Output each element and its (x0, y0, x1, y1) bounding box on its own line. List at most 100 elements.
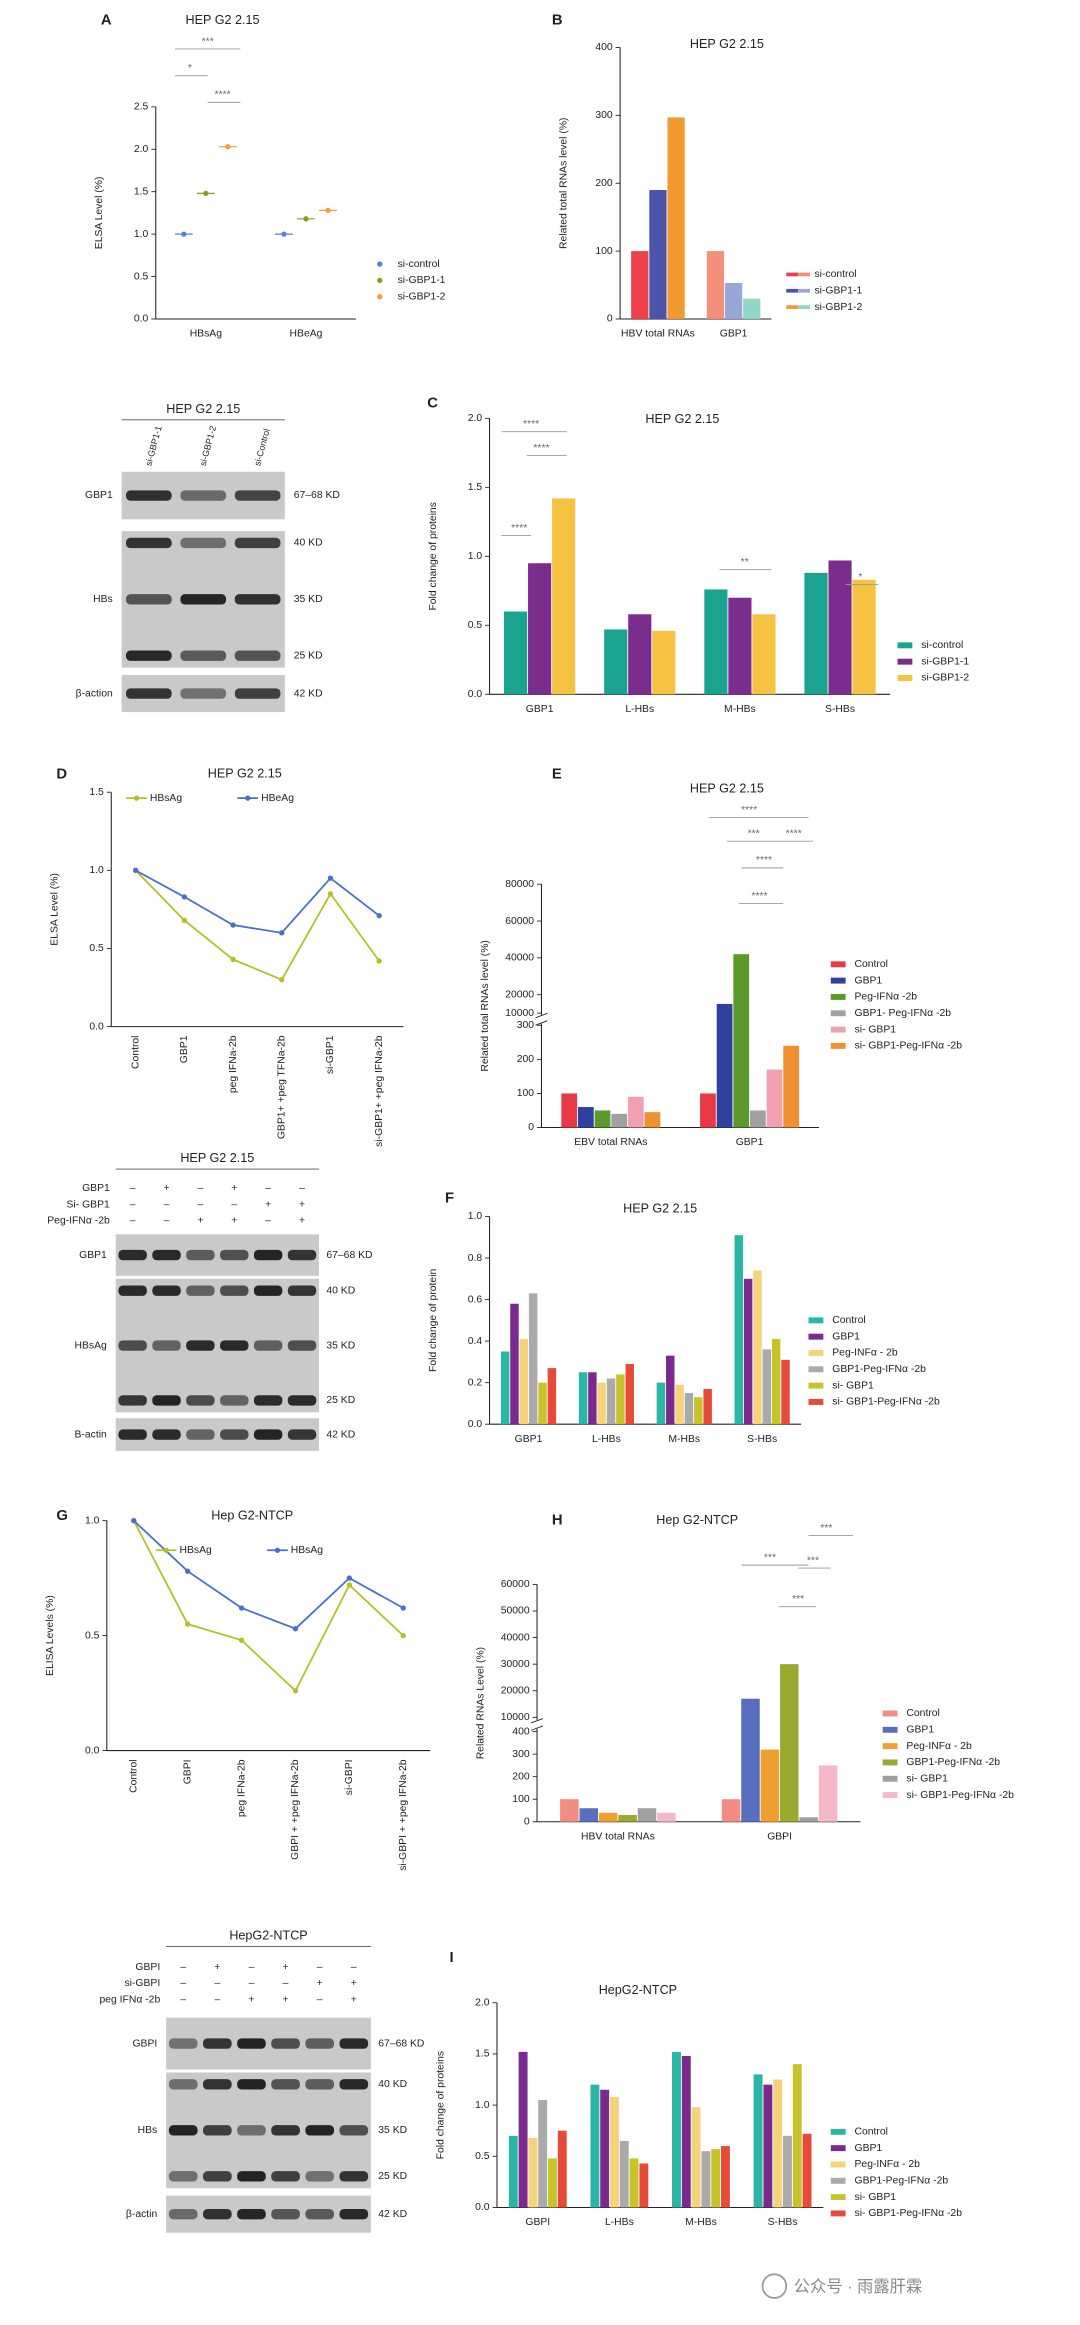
bar (561, 1093, 578, 1128)
bar (629, 2158, 639, 2208)
condition-sign: – (214, 1978, 220, 1989)
watermark: 公众号 · 雨露肝霖 (761, 2273, 922, 2299)
row-label: GBP1 (79, 1250, 107, 1261)
blot-band (237, 2171, 266, 2182)
condition-sign: – (180, 1962, 186, 1973)
x-tick-label: si-GBPI + +peg IFNa-2b (398, 1759, 409, 1871)
bar (578, 1372, 588, 1425)
bar (724, 283, 743, 319)
condition-sign: – (214, 1995, 220, 2006)
x-tick-label: peg IFNa-2b (236, 1759, 247, 1817)
blot-band (126, 688, 172, 699)
blot-band (220, 1429, 249, 1440)
bar (500, 1351, 510, 1425)
panel-letter: G (56, 1508, 68, 1524)
legend-swatch (830, 1042, 846, 1049)
blot-band (237, 2079, 266, 2090)
blot-band (203, 2208, 232, 2220)
point (279, 930, 285, 936)
point (292, 1688, 299, 1694)
y-axis-label: Fold change of proteins (428, 502, 439, 610)
bar (783, 1045, 800, 1128)
y-tick-label: 0.0 (134, 314, 149, 325)
bar (792, 2064, 802, 2208)
blot-band (237, 2038, 266, 2049)
condition-sign: + (351, 1978, 357, 1989)
marker-label: 67–68 KD (326, 1250, 372, 1261)
point (346, 1575, 353, 1581)
legend-label: GBP1 (906, 1725, 934, 1736)
blot-band (271, 2171, 300, 2182)
bar (706, 251, 725, 319)
blot-band (180, 594, 227, 605)
bar (700, 1093, 716, 1128)
blot-band (234, 594, 281, 605)
blot-band (168, 2125, 198, 2136)
condition-sign: – (299, 1183, 305, 1194)
blot-band (180, 490, 227, 501)
condition-sign: – (249, 1978, 255, 1989)
legend-swatch (830, 2194, 846, 2201)
x-tick-label: M-HBs (668, 1434, 700, 1445)
y-tick-label: 1.0 (134, 229, 149, 240)
condition-sign: – (164, 1199, 170, 1210)
marker-label: 40 KD (378, 2079, 407, 2090)
bar (666, 1355, 675, 1425)
bar (675, 1384, 684, 1425)
y-axis-label: Related total RNAs level (%) (558, 117, 569, 248)
legend-swatch (830, 1010, 846, 1017)
legend-label: HBsAg (291, 1545, 324, 1556)
significance-label: *** (748, 828, 760, 839)
marker-label: 42 KD (326, 1429, 355, 1440)
condition-sign: – (265, 1216, 271, 1227)
bar (828, 560, 852, 695)
legend-label: Control (906, 1708, 939, 1719)
x-tick-label: L-HBs (605, 2217, 634, 2228)
significance-label: **** (751, 891, 767, 902)
x-tick-label: L-HBs (625, 704, 654, 715)
y-tick-label: 0.8 (468, 1253, 483, 1264)
blot-band (339, 2171, 369, 2182)
blot-band (234, 688, 281, 699)
blot-band (118, 1285, 147, 1296)
dot (281, 231, 287, 237)
chart-panel: I HepG2-NTCP Fold change of proteins 0.0 0.5… (435, 1950, 962, 2228)
condition-sign: – (351, 1962, 357, 1973)
bar (560, 1799, 579, 1822)
bar (639, 2163, 649, 2208)
bar (681, 2055, 691, 2208)
y-axis-label: Related RNAs Level (%) (475, 1647, 486, 1759)
blot-band (186, 1285, 215, 1296)
x-tick-label: L-HBs (592, 1434, 621, 1445)
bar (631, 251, 649, 319)
blot-title: HepG2-NTCP (229, 1928, 307, 1942)
blot-title: HEP G2 2.15 (180, 1151, 254, 1165)
blot-band (234, 490, 281, 501)
point (238, 1605, 245, 1611)
legend-swatch (808, 1366, 824, 1373)
chart-panel: E HEP G2 2.15 Related total RNAs level (%)… (480, 766, 962, 1148)
legend-label: Control (832, 1315, 865, 1326)
x-tick-label: M-HBs (685, 2217, 717, 2228)
blot-band (152, 1395, 181, 1406)
panel-letter: E (552, 766, 562, 782)
marker-label: 35 KD (326, 1340, 355, 1351)
x-tick-label: Control (130, 1036, 141, 1069)
y-tick-label: 0.5 (85, 1630, 100, 1641)
blot-band (168, 2171, 198, 2182)
blot-band (287, 1395, 317, 1406)
y-axis-label: ELSA Level (%) (94, 177, 105, 250)
x-tick-label: GBP1 (736, 1137, 764, 1148)
condition-sign: – (180, 1978, 186, 1989)
chart-title: HEP G2 2.15 (623, 1201, 697, 1215)
condition-label: GBP1 (82, 1183, 110, 1194)
legend-label: Peg-INFα - 2b (906, 1741, 972, 1752)
legend-swatch (830, 977, 846, 984)
panel-letter: F (445, 1191, 454, 1207)
legend-label: si- GBP1-Peg-IFNα -2b (906, 1790, 1014, 1801)
significance-label: ** (741, 557, 749, 568)
blot-strip (115, 1234, 319, 1276)
chart-panel: B HEP G2 2.15 Related total RNAs level (%)… (552, 13, 863, 340)
y-tick-label: 1.0 (85, 1515, 100, 1526)
legend-label: GBP1- Peg-IFNα -2b (855, 1008, 952, 1019)
